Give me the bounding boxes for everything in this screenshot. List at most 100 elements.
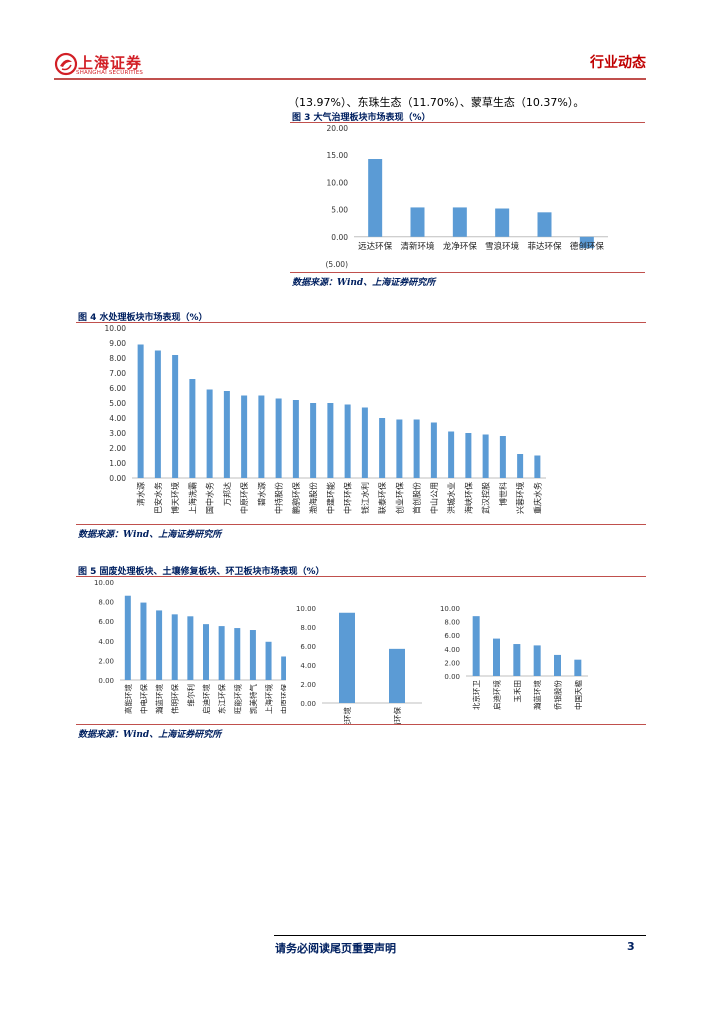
bar xyxy=(265,641,272,680)
y-tick-label: 10.00 xyxy=(440,605,460,613)
category-label: 高能环境 xyxy=(342,707,352,724)
figure3-bottom-rule xyxy=(290,272,645,273)
category-label: 清新环境 xyxy=(400,241,435,252)
header-rule xyxy=(54,78,646,80)
category-label: 联泰环保 xyxy=(377,482,387,514)
y-tick-label: 0.00 xyxy=(109,474,126,483)
bar xyxy=(413,419,420,478)
y-tick-label: 8.00 xyxy=(444,619,460,627)
company-logo: 上海证券 SHANGHAI SECURITIES xyxy=(54,50,154,84)
bar xyxy=(499,436,506,478)
y-tick-label: 0.00 xyxy=(444,673,460,681)
category-label: 渤海股份 xyxy=(308,482,318,514)
category-label: 中建环能 xyxy=(325,482,335,514)
category-label: 洪城水业 xyxy=(446,482,456,514)
y-tick-label: 2.00 xyxy=(109,444,126,453)
category-label: 伟明环保 xyxy=(170,684,180,714)
bar xyxy=(189,379,196,478)
y-tick-label: 15.00 xyxy=(327,151,349,160)
bar xyxy=(223,391,230,478)
category-label: 中环环保 xyxy=(343,482,353,514)
y-tick-label: 4.00 xyxy=(98,638,114,646)
bar xyxy=(249,630,256,680)
category-label: 中原环保 xyxy=(279,684,286,714)
category-label: 上海洗霸 xyxy=(187,482,197,514)
bar xyxy=(493,638,500,676)
category-label: 德创环保 xyxy=(570,241,605,252)
figure5-sanitation-chart: 10.00 8.00 6.00 4.00 2.00 0.00 北京环卫 启迪环境 玉禾田 瀚蓝环境… xyxy=(440,605,588,710)
category-label: 龙净环保 xyxy=(443,241,478,252)
logo-text: 上海证券 xyxy=(78,54,143,72)
bar xyxy=(452,207,467,237)
category-label: 博世科 xyxy=(498,482,508,506)
logo-emblem-icon xyxy=(54,52,78,76)
section-title: 行业动态 xyxy=(590,55,646,71)
bar xyxy=(368,159,383,237)
bar xyxy=(517,454,524,478)
y-tick-label: 4.00 xyxy=(444,646,460,654)
y-tick-label: 0.00 xyxy=(98,677,114,685)
y-tick-label: 0.00 xyxy=(331,233,348,242)
y-tick-label: 6.00 xyxy=(444,632,460,640)
figure4-title: 图 4 水处理板块市场表现（%） xyxy=(78,313,208,323)
bar xyxy=(258,395,265,478)
category-label: 远达环保 xyxy=(358,241,393,252)
bar xyxy=(410,207,425,237)
bar xyxy=(389,648,405,703)
bar xyxy=(203,624,209,680)
bar xyxy=(554,654,561,676)
figure5-source: 数据来源：Wind、上海证券研究所 xyxy=(78,730,222,740)
category-label: 重庆水务 xyxy=(532,482,542,514)
bar xyxy=(327,403,334,478)
y-tick-label: 5.00 xyxy=(109,399,126,408)
y-tick-label: 8.00 xyxy=(300,624,316,632)
y-tick-label: 10.00 xyxy=(296,605,316,613)
figure3-title: 图 3 大气治理板块市场表现（%） xyxy=(292,113,431,123)
bar xyxy=(448,431,455,478)
y-tick-label: 10.00 xyxy=(327,178,349,187)
bar xyxy=(156,610,163,680)
page-number: 3 xyxy=(627,940,635,953)
figure3-chart: 20.00 15.00 10.00 5.00 0.00 (5.00) 远达环保 清新环境 龙净环… xyxy=(325,124,608,269)
bar xyxy=(482,434,489,478)
category-label: 高能环境 xyxy=(123,684,133,714)
category-label: 维尔利 xyxy=(185,684,195,707)
figure4-chart: 10.00 9.00 8.00 7.00 6.00 5.00 4.00 3.00 2.00 1.0… xyxy=(105,324,546,514)
bar xyxy=(465,433,472,478)
category-label: 国中水务 xyxy=(205,482,215,514)
category-label: 碧水源 xyxy=(256,482,266,506)
category-label: 东江环保 xyxy=(217,684,227,714)
category-label: 凯美特气 xyxy=(248,684,258,714)
category-label: 雪浪环境 xyxy=(485,241,520,252)
bar xyxy=(472,616,480,676)
bar xyxy=(154,350,161,478)
category-label: 北京环卫 xyxy=(471,680,481,710)
category-label: 旺能环境 xyxy=(232,684,242,714)
figure3-source: 数据来源：Wind、上海证券研究所 xyxy=(292,278,436,288)
category-label: 海峡环保 xyxy=(463,482,473,514)
y-tick-label: 10.00 xyxy=(105,324,127,333)
category-label: 中持股份 xyxy=(274,482,284,514)
category-label: 中山公用 xyxy=(429,482,439,514)
y-tick-label: 20.00 xyxy=(327,124,349,133)
bar xyxy=(379,418,386,478)
logo-subtitle: SHANGHAI SECURITIES xyxy=(76,70,144,76)
y-tick-label: 7.00 xyxy=(109,369,126,378)
category-label: 兴蓉环境 xyxy=(515,482,525,514)
category-label: 清水源 xyxy=(136,482,146,506)
category-label: 钱江水利 xyxy=(360,482,370,514)
bar xyxy=(537,212,552,237)
bar xyxy=(241,395,248,478)
bar xyxy=(361,407,368,478)
y-tick-label: 6.00 xyxy=(300,643,316,651)
category-label: 万邦达 xyxy=(222,482,232,506)
bar xyxy=(339,612,355,703)
figure5-bottom-rule xyxy=(76,724,646,725)
category-label: 启迪环境 xyxy=(492,680,502,710)
bar xyxy=(495,208,510,237)
category-label: 玉禾田 xyxy=(513,680,522,703)
y-tick-label: 2.00 xyxy=(444,659,460,667)
y-tick-label: 4.00 xyxy=(300,662,316,670)
bar xyxy=(234,628,241,680)
category-label: 启迪环境 xyxy=(201,684,211,714)
